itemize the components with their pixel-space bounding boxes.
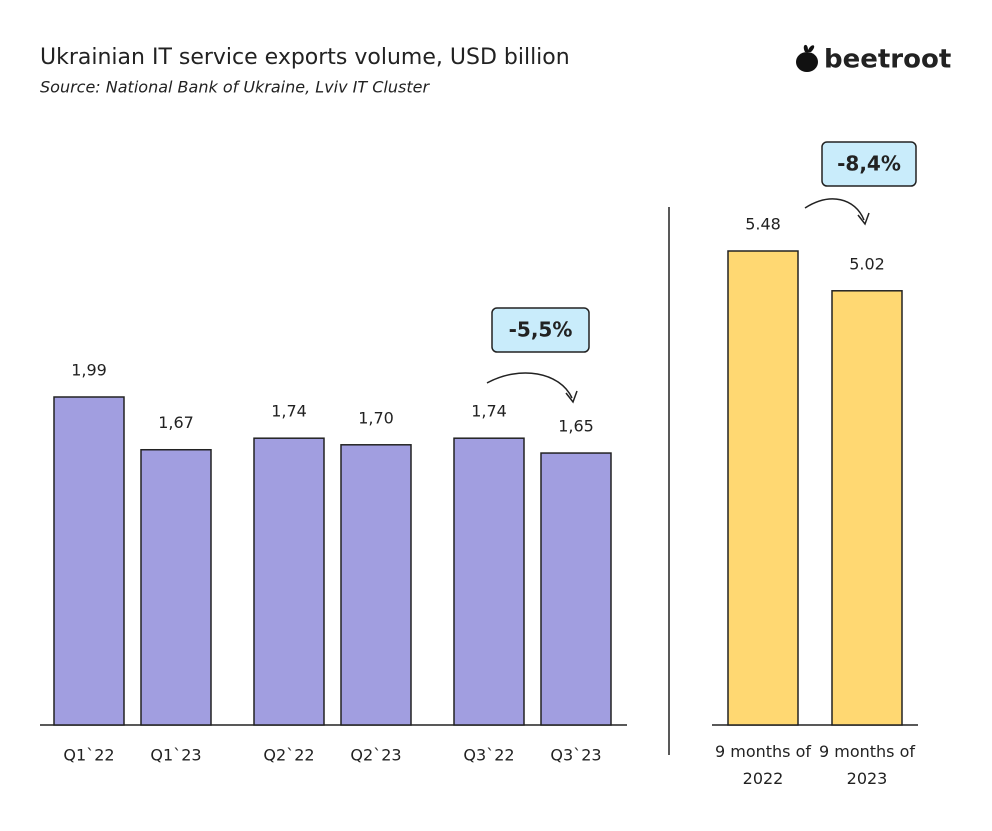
x-tick-label: Q3`23 bbox=[550, 746, 601, 765]
data-label: 5.02 bbox=[849, 254, 885, 273]
data-label: 5.48 bbox=[745, 215, 781, 234]
bar bbox=[53, 396, 125, 726]
x-tick-label: Q3`22 bbox=[463, 746, 514, 765]
bar bbox=[831, 290, 903, 726]
data-label: 1,99 bbox=[71, 361, 107, 380]
data-label: 1,67 bbox=[158, 413, 194, 432]
bar bbox=[727, 250, 799, 726]
data-label: 1,65 bbox=[558, 417, 594, 436]
chart-subtitle: Source: National Bank of Ukraine, Lviv I… bbox=[40, 78, 430, 97]
annotation: -5,5% bbox=[509, 318, 573, 342]
x-tick-label: Q2`22 bbox=[263, 746, 314, 765]
bar bbox=[253, 437, 325, 726]
annotation-box bbox=[821, 141, 917, 187]
arrow bbox=[804, 198, 865, 221]
bar bbox=[453, 437, 525, 726]
chart-title: Ukrainian IT service exports volume, USD… bbox=[40, 45, 570, 70]
bar bbox=[140, 448, 212, 726]
bar bbox=[540, 452, 612, 726]
data-label: 1,74 bbox=[471, 402, 507, 421]
arrow bbox=[486, 372, 573, 399]
arrow-head bbox=[565, 390, 578, 404]
data-label: 1,70 bbox=[358, 408, 394, 427]
logo-icon bbox=[796, 44, 818, 72]
x-tick-label: Q2`23 bbox=[350, 746, 401, 765]
x-tick-label: Q1`23 bbox=[150, 746, 201, 765]
annotation: -8,4% bbox=[837, 152, 901, 176]
x-tick-label: 9 months of 2023 bbox=[818, 742, 916, 788]
arrow-head bbox=[857, 212, 870, 226]
data-label: 1,74 bbox=[271, 402, 307, 421]
bar bbox=[340, 444, 412, 726]
x-tick-label: 9 months of 2022 bbox=[714, 742, 812, 788]
logo: beetroot bbox=[824, 45, 951, 75]
x-tick-label: Q1`22 bbox=[63, 746, 114, 765]
annotation-box bbox=[491, 307, 590, 353]
